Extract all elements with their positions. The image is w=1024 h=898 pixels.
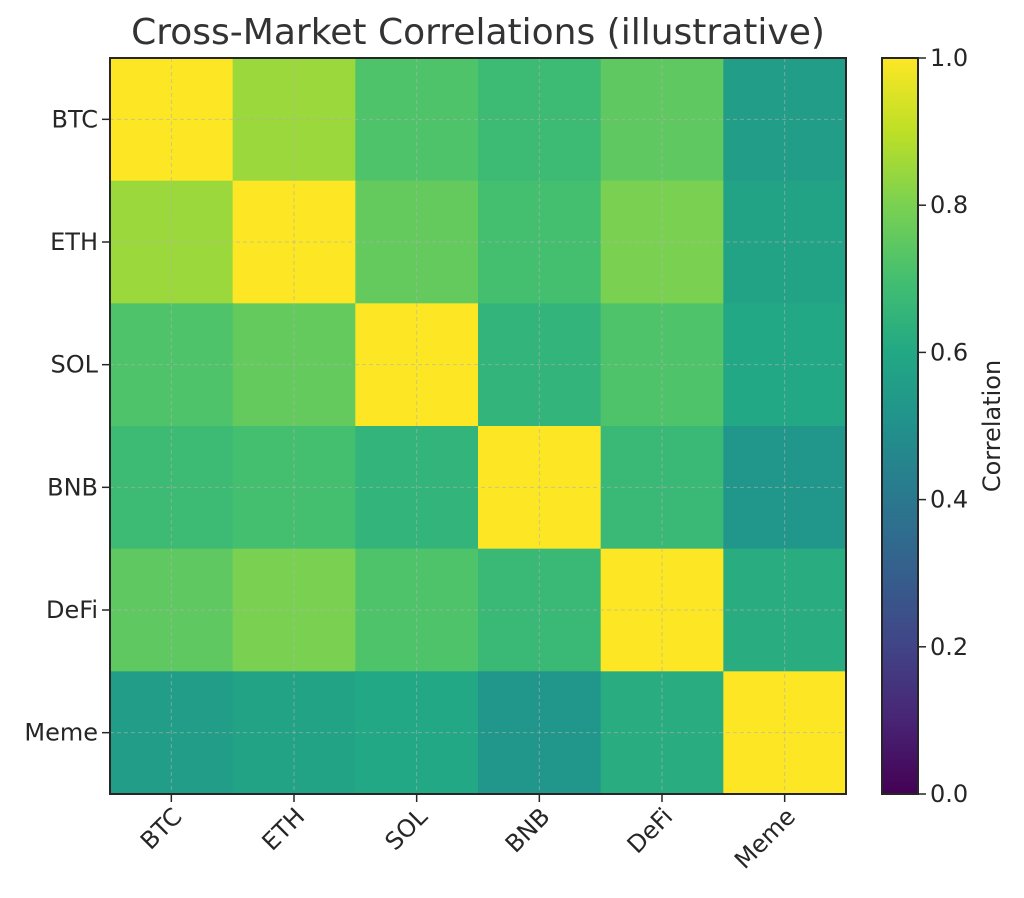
colorbar-tick-label: 0.6 <box>930 338 968 366</box>
chart-title: Cross-Market Correlations (illustrative) <box>131 12 825 53</box>
x-tick-label: SOL <box>380 802 434 856</box>
colorbar-axis: 0.0 0.2 0.4 0.6 0.8 1.0 <box>918 44 968 808</box>
colorbar-tick-label: 1.0 <box>930 44 968 72</box>
y-tick-label: SOL <box>51 351 99 379</box>
y-tick-label: BTC <box>52 105 98 133</box>
y-tick-label: ETH <box>50 228 98 256</box>
x-tick-label: ETH <box>257 802 311 856</box>
y-tick-label: Meme <box>24 719 98 747</box>
x-tick-label: BNB <box>500 802 556 858</box>
y-axis: BTC ETH SOL BNB DeFi Meme <box>24 105 110 747</box>
colorbar-tick-label: 0.4 <box>930 486 968 514</box>
heatmap-cells <box>110 58 847 795</box>
colorbar-tick-label: 0.8 <box>930 191 968 219</box>
heatmap-cell <box>355 58 479 182</box>
colorbar-frame <box>881 57 919 795</box>
x-tick-label: BTC <box>135 802 188 855</box>
plot-frame <box>109 57 847 795</box>
colorbar <box>882 58 918 794</box>
heatmap-cell <box>110 58 234 182</box>
heatmap-cell <box>110 303 234 427</box>
x-axis: BTC ETH SOL BNB DeFi Meme <box>135 794 801 874</box>
heatmap-cell <box>355 303 479 427</box>
colorbar-tick-label: 0.0 <box>930 780 968 808</box>
colorbar-tick-label: 0.2 <box>930 633 968 661</box>
colorbar-label: Correlation <box>978 360 1006 492</box>
y-tick-label: BNB <box>47 473 98 501</box>
y-tick-label: DeFi <box>46 596 98 624</box>
heatmap-grid <box>110 58 846 794</box>
x-tick-label: Meme <box>729 802 801 874</box>
x-tick-label: DeFi <box>622 802 679 859</box>
